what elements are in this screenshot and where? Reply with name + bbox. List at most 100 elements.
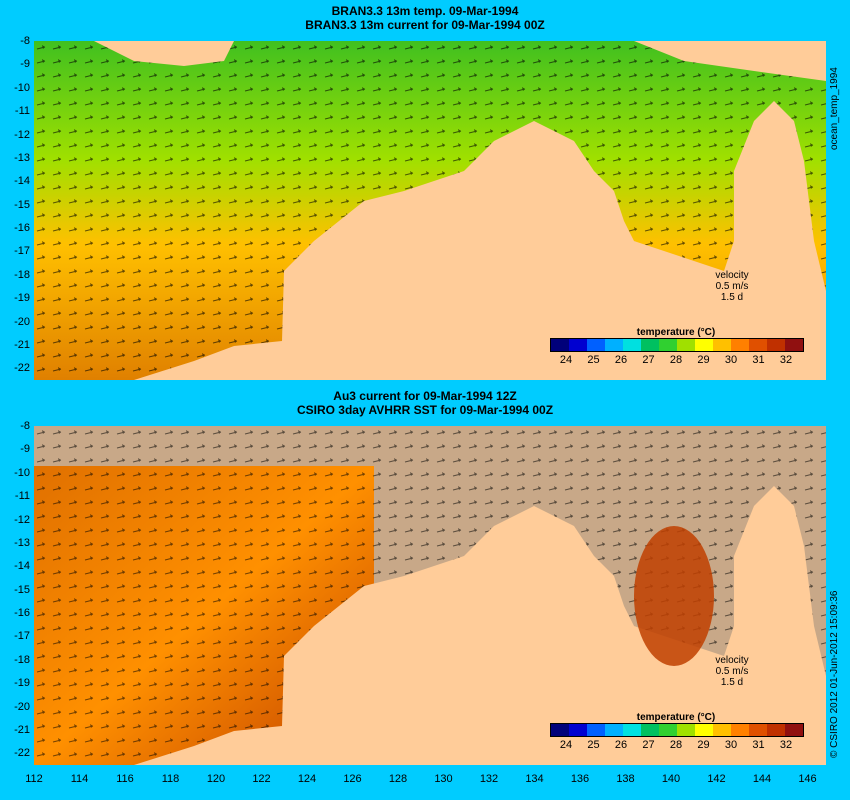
y-tick-label: -11: [14, 105, 30, 118]
colorbar-tick-label: 31: [752, 739, 765, 751]
bottom-title-2: CSIRO 3day AVHRR SST for 09-Mar-1994 00Z: [296, 403, 554, 417]
y-tick-label: -17: [14, 630, 30, 643]
bottom-title-1: Au3 current for 09-Mar-1994 12Z: [333, 389, 517, 403]
colorbar-tick-label: 25: [587, 354, 600, 366]
top-side-label: ocean_temp_1994: [829, 67, 840, 150]
top-map: [34, 41, 826, 380]
colorbar-swatch: [749, 724, 767, 736]
colorbar-swatch: [605, 339, 623, 351]
colorbar-swatch: [731, 339, 749, 351]
top-title-2: BRAN3.3 13m current for 09-Mar-1994 00Z: [305, 18, 545, 32]
y-tick-label: -19: [14, 677, 30, 690]
x-tick-label: 146: [798, 773, 817, 785]
colorbar-tick-label: 24: [559, 354, 573, 366]
colorbar-tick-label: 29: [697, 739, 710, 751]
y-tick-label: -14: [14, 560, 30, 573]
y-tick-label: -20: [14, 315, 30, 328]
colorbar-swatches: [550, 723, 804, 737]
colorbar-swatch: [695, 339, 713, 351]
colorbar-swatch: [677, 339, 695, 351]
x-tick-label: 120: [206, 773, 226, 785]
x-tick-label: 144: [752, 773, 772, 785]
y-tick-label: -18: [14, 653, 30, 666]
colorbar-tick-label: 30: [724, 739, 738, 751]
bottom-side-label: © CSIRO 2012 01-Jun-2012 15:09:36: [829, 590, 840, 758]
colorbar-tick-label: 32: [779, 739, 793, 751]
colorbar-swatch: [695, 724, 713, 736]
velocity-duration: 1.5 d: [720, 292, 744, 303]
colorbar-tick-label: 24: [559, 739, 573, 751]
y-tick-label: -16: [14, 607, 30, 620]
y-tick-label: -13: [14, 536, 30, 549]
x-tick-label: 116: [116, 773, 134, 785]
y-tick-label: -21: [14, 338, 30, 351]
y-tick-label: -20: [14, 700, 30, 713]
x-tick-label: 130: [434, 773, 453, 785]
y-tick-label: -11: [14, 490, 30, 503]
colorbar-ticks: 24 25 26 27 28 29 30 31 32: [550, 352, 802, 366]
colorbar-swatch: [785, 339, 803, 351]
colorbar-tick-label: 27: [642, 739, 655, 751]
x-tick-label: 118: [161, 773, 180, 785]
x-tick-label: 138: [616, 773, 635, 785]
top-title-1: BRAN3.3 13m temp. 09-Mar-1994: [331, 4, 519, 18]
velocity-title: velocity: [715, 655, 749, 666]
x-tick-label: 126: [343, 773, 362, 785]
colorbar-title: temperature (°C): [636, 712, 716, 723]
bottom-map: [34, 426, 826, 765]
colorbar-ticks: 24 25 26 27 28 29 30 31 32: [550, 737, 802, 751]
colorbar-tick-label: 28: [669, 354, 683, 366]
colorbar-tick-label: 30: [724, 354, 738, 366]
colorbar-swatch: [785, 724, 803, 736]
colorbar-swatch: [623, 724, 641, 736]
colorbar-swatch: [767, 724, 785, 736]
x-tick-label: 128: [388, 773, 408, 785]
y-tick-label: -22: [14, 362, 30, 375]
x-tick-label: 136: [570, 773, 590, 785]
x-tick-label: 112: [25, 773, 43, 785]
x-tick-label: 140: [661, 773, 681, 785]
colorbar-swatch: [551, 339, 569, 351]
colorbar-tick-label: 26: [614, 354, 628, 366]
y-tick-label: -8: [20, 35, 30, 47]
y-tick-label: -13: [14, 151, 30, 164]
y-tick-label: -10: [14, 466, 30, 479]
colorbar-swatch: [551, 724, 569, 736]
x-tick-label: 114: [70, 773, 89, 785]
velocity-duration: 1.5 d: [720, 677, 744, 688]
colorbar-swatch: [569, 339, 587, 351]
x-tick-label: 124: [297, 773, 317, 785]
colorbar-tick-label: 27: [642, 354, 655, 366]
colorbar-swatch: [587, 339, 605, 351]
colorbar-swatch: [677, 724, 695, 736]
colorbar-swatch: [641, 724, 659, 736]
y-tick-label: -19: [14, 292, 30, 305]
y-tick-label: -18: [14, 268, 30, 281]
y-tick-label: -15: [14, 198, 30, 211]
y-tick-label: -22: [14, 747, 30, 760]
velocity-speed: 0.5 m/s: [715, 666, 749, 677]
colorbar-swatches: [550, 338, 804, 352]
colorbar-swatch: [605, 724, 623, 736]
colorbar-swatch: [569, 724, 587, 736]
top-velocity-legend: velocity 0.5 m/s 1.5 d: [702, 270, 762, 303]
colorbar-swatch: [623, 339, 641, 351]
colorbar-swatch: [713, 339, 731, 351]
y-tick-label: -17: [14, 245, 30, 258]
y-tick-label: -10: [14, 81, 30, 94]
colorbar-swatch: [713, 724, 731, 736]
velocity-speed: 0.5 m/s: [715, 281, 749, 292]
top-colorbar: temperature (°C) 24 25 26 27 28 29 30 31 32: [550, 327, 804, 366]
colorbar-tick-label: 25: [587, 739, 600, 751]
y-tick-label: -12: [14, 128, 30, 141]
colorbar-swatch: [731, 724, 749, 736]
velocity-title: velocity: [715, 270, 749, 281]
colorbar-swatch: [659, 339, 677, 351]
x-tick-label: 122: [252, 773, 271, 785]
y-tick-label: -9: [20, 443, 30, 456]
colorbar-swatch: [641, 339, 659, 351]
y-tick-label: -15: [14, 583, 30, 596]
y-tick-label: -21: [14, 723, 30, 736]
y-tick-label: -12: [14, 513, 30, 526]
colorbar-tick-label: 26: [614, 739, 628, 751]
